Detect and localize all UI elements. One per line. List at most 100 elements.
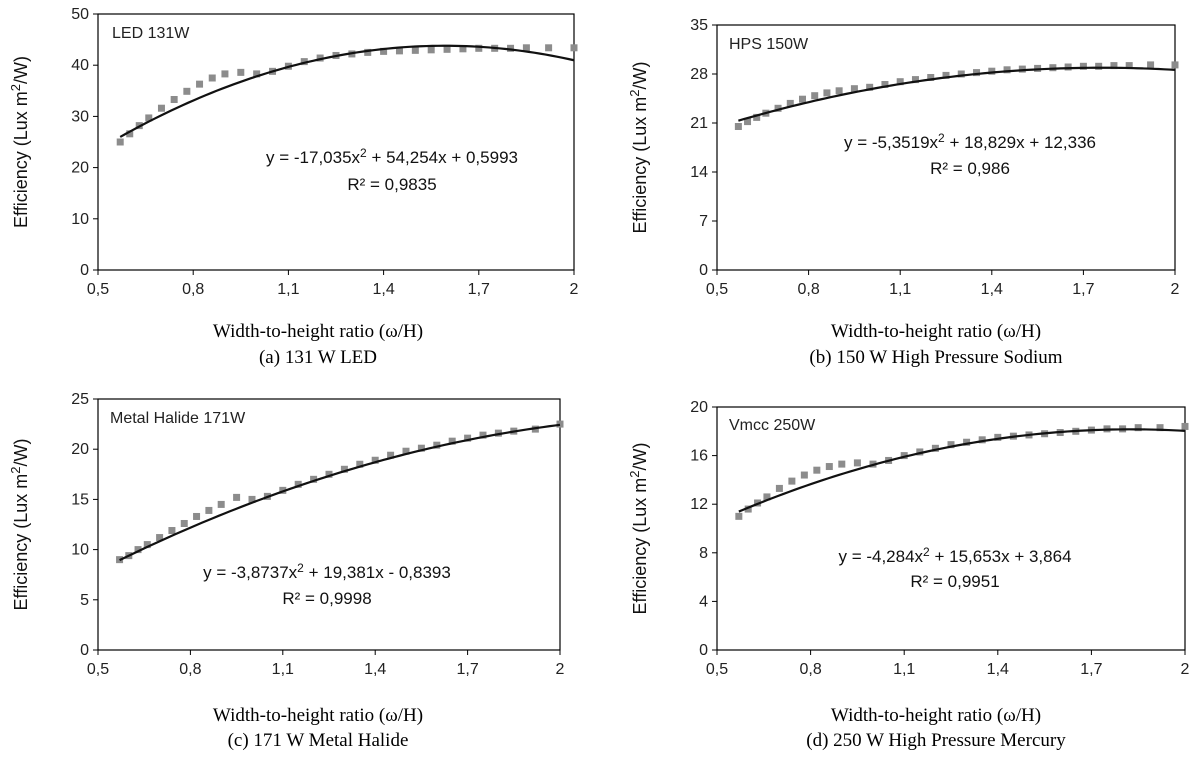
data-point xyxy=(763,493,771,501)
y-tick-label: 8 xyxy=(699,545,708,562)
chart-panel-a: 0 10 20 30 40 50 0,5 0,8 1,1 1,4 1,7 2 LED 131W y = -… xyxy=(8,6,579,368)
data-point xyxy=(443,45,451,53)
panel-caption: (d) 250 W High Pressure Mercury xyxy=(806,730,1066,751)
plot-frame xyxy=(716,24,1176,271)
data-point xyxy=(978,436,986,444)
y-tick-label: 10 xyxy=(71,542,89,559)
data-point xyxy=(775,484,783,492)
data-point xyxy=(570,44,578,52)
x-tick-label: 1,1 xyxy=(893,661,915,678)
data-point xyxy=(380,47,388,55)
equation-tail: + 54,254x + 0,5993 xyxy=(367,148,518,167)
y-tick-label: 4 xyxy=(699,593,708,610)
y-axis-label: Efficiency (Lux m2/W) xyxy=(8,56,31,228)
x-tick-label: 1,1 xyxy=(272,661,294,678)
plot-frame xyxy=(716,406,1186,651)
y-tick-label: 50 xyxy=(71,6,89,23)
data-point xyxy=(1147,61,1155,69)
data-point xyxy=(1110,62,1118,70)
x-tick-label: 1,7 xyxy=(456,661,478,678)
y-tick-label: 0 xyxy=(699,642,708,659)
y-axis-label-exponent: 2 xyxy=(627,90,642,97)
data-point xyxy=(157,104,165,112)
y-axis-label: Efficiency (Lux m2/W) xyxy=(627,443,650,615)
data-point xyxy=(233,493,241,501)
data-point xyxy=(973,69,981,77)
series-label: HPS 150W xyxy=(729,36,809,53)
y-axis-label-exponent: 2 xyxy=(8,84,23,91)
equation-main: y = -17,035x xyxy=(266,148,361,167)
data-point xyxy=(325,470,333,478)
equation-main: y = -3,8737x xyxy=(203,563,298,582)
panel-caption: (c) 171 W Metal Halide xyxy=(228,730,409,751)
data-point xyxy=(364,48,372,56)
trendline xyxy=(738,428,1186,513)
data-point xyxy=(310,475,318,483)
data-point xyxy=(835,87,843,95)
x-tick-label: 2 xyxy=(1171,281,1180,298)
data-point xyxy=(411,46,419,54)
y-axis-label: Efficiency (Lux m2/W) xyxy=(8,439,31,611)
x-tick-label: 0,8 xyxy=(797,281,819,298)
data-point xyxy=(1018,65,1026,73)
data-point xyxy=(813,466,821,474)
data-point xyxy=(1064,63,1072,71)
r-squared: R² = 0,986 xyxy=(930,159,1010,178)
x-tick-label: 0,5 xyxy=(706,661,728,678)
y-tick-label: 7 xyxy=(699,213,708,230)
data-point xyxy=(221,70,229,78)
data-point xyxy=(145,114,153,122)
data-point xyxy=(866,83,874,91)
data-point xyxy=(522,44,530,52)
y-tick-label: 16 xyxy=(690,448,708,465)
data-point xyxy=(459,45,467,53)
y-axis-label-exponent: 2 xyxy=(627,471,642,478)
data-point xyxy=(253,70,261,78)
equation-exponent: 2 xyxy=(923,545,930,559)
data-point xyxy=(963,438,971,446)
x-tick-label: 0,8 xyxy=(799,661,821,678)
data-point xyxy=(1003,66,1011,74)
data-point xyxy=(316,54,324,62)
x-tick-label: 1,7 xyxy=(1080,661,1102,678)
x-tick-label: 2 xyxy=(1181,661,1190,678)
y-tick-label: 10 xyxy=(71,211,89,228)
y-tick-label: 0 xyxy=(699,262,708,279)
r-squared: R² = 0,9951 xyxy=(910,572,999,591)
x-tick-label: 1,4 xyxy=(981,281,1003,298)
data-point xyxy=(371,456,379,464)
data-point xyxy=(545,44,553,52)
data-point xyxy=(356,460,364,468)
data-point xyxy=(1181,422,1189,430)
x-axis-label: Width-to-height ratio (ω/H) xyxy=(831,705,1041,726)
data-point xyxy=(156,534,164,542)
data-point xyxy=(433,441,441,449)
x-tick-label: 0,5 xyxy=(706,281,728,298)
data-point xyxy=(168,527,176,535)
data-point xyxy=(402,447,410,455)
y-tick-label: 28 xyxy=(690,66,708,83)
x-axis-label: Width-to-height ratio (ω/H) xyxy=(213,321,423,342)
data-point xyxy=(387,451,395,459)
y-axis-label-main: Efficiency (Lux m xyxy=(11,474,31,611)
y-axis-label-unit: /W) xyxy=(630,62,650,90)
trend-equation: y = -4,284x2 + 15,653x + 3,864 xyxy=(838,545,1071,566)
panel-caption: (a) 131 W LED xyxy=(259,347,377,368)
data-point xyxy=(237,68,245,76)
data-point xyxy=(170,96,178,104)
y-axis-label-main: Efficiency (Lux m xyxy=(11,91,31,228)
data-point xyxy=(931,444,939,452)
data-point xyxy=(507,44,515,52)
data-point xyxy=(340,465,348,473)
data-point xyxy=(786,99,794,107)
trend-equation: y = -3,8737x2 + 19,381x - 0,8393 xyxy=(203,561,451,582)
y-tick-label: 20 xyxy=(71,160,89,177)
x-tick-label: 1,4 xyxy=(364,661,386,678)
data-point xyxy=(126,130,134,138)
data-point xyxy=(957,70,965,78)
r-squared: R² = 0,9998 xyxy=(282,589,371,608)
y-tick-label: 20 xyxy=(690,399,708,416)
data-point xyxy=(988,67,996,75)
series-label: Metal Halide 171W xyxy=(110,410,246,427)
trend-equation: y = -5,3519x2 + 18,829x + 12,336 xyxy=(844,131,1096,152)
